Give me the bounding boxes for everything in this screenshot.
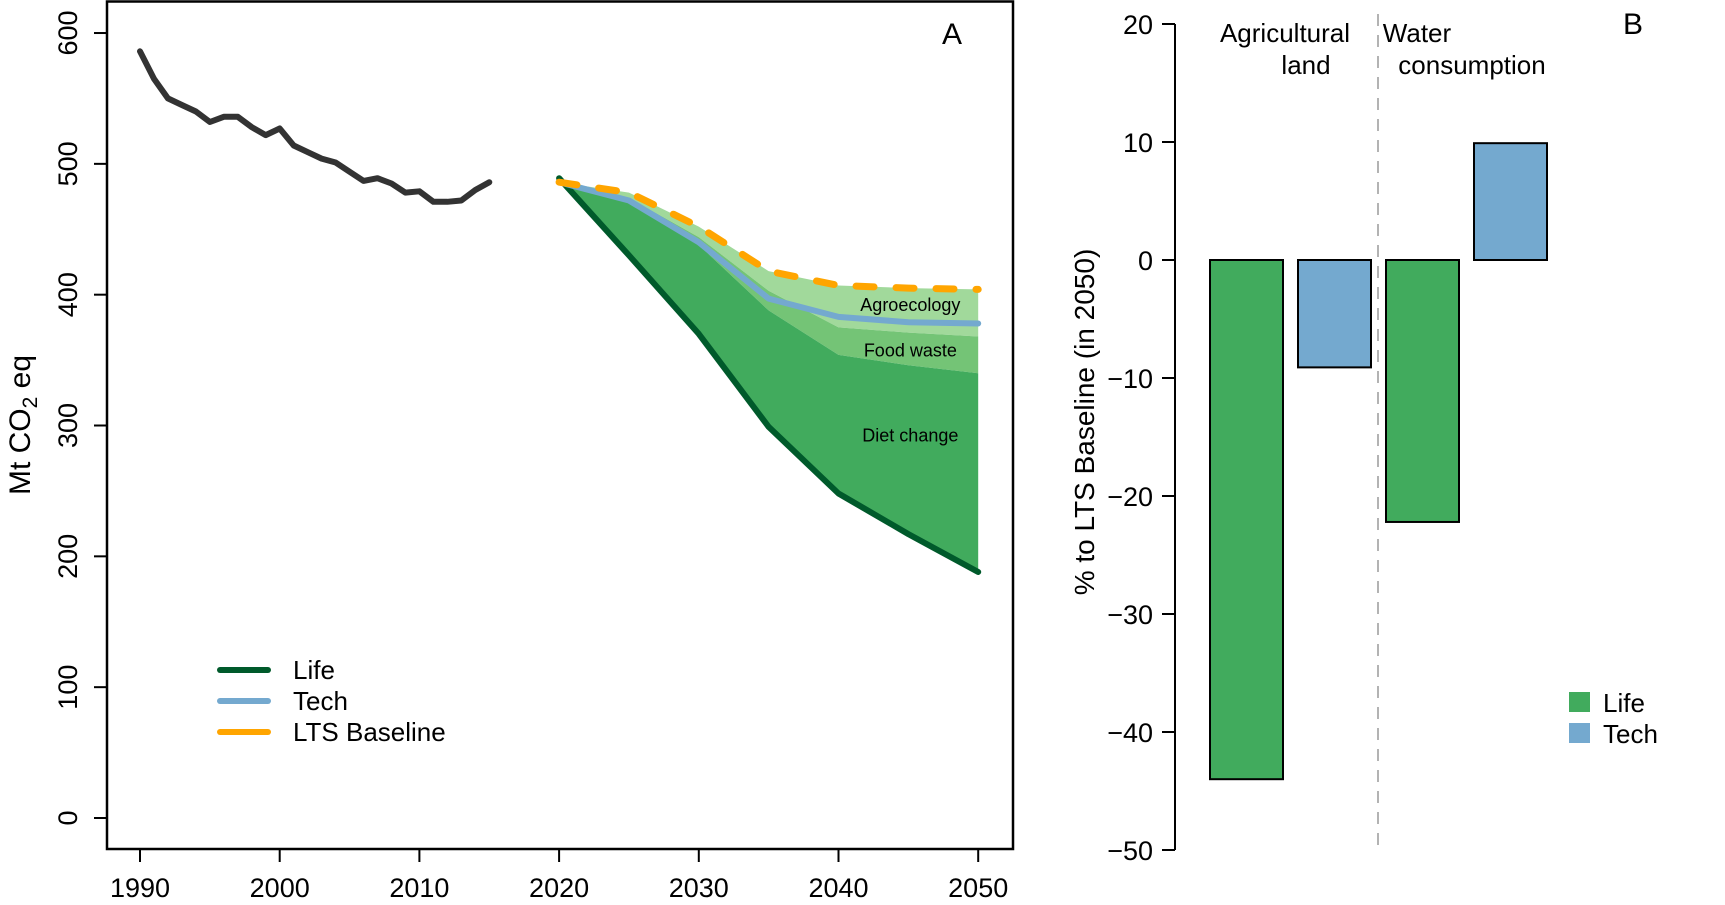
x-tick-label: 2000: [250, 873, 310, 903]
historical-emissions-line: [137, 48, 493, 205]
y-tick-label: −10: [1107, 364, 1153, 394]
legend-label-lts-baseline: LTS Baseline: [293, 717, 446, 747]
y-tick-label: 400: [53, 272, 83, 317]
panel-b-y-axis-title: % to LTS Baseline (in 2050): [1069, 249, 1100, 596]
y-tick-label: −20: [1107, 482, 1153, 512]
legend-swatch-life: [1569, 692, 1590, 712]
panel-b-y-axis: 20 10 0 −10 −20 −30 −40 −50: [1107, 10, 1176, 866]
bar-tech-water-consumption: [1473, 142, 1548, 261]
band-label-diet-change: Diet change: [862, 426, 958, 446]
category-label-water-consumption: Water: [1383, 18, 1452, 48]
band-agroecology: [559, 182, 979, 337]
y-tick-label: 20: [1123, 10, 1153, 40]
legend-label-tech: Tech: [293, 686, 348, 716]
panel-b-bars: [1209, 142, 1548, 781]
panel-a-bands: [559, 178, 979, 572]
y-tick-label: −50: [1107, 836, 1153, 866]
band-label-agroecology: Agroecology: [860, 295, 960, 315]
panel-a: Agroecology Food waste Diet change 0 100 200…: [4, 0, 1015, 903]
y-tick-label: 0: [1138, 246, 1153, 276]
x-tick-label: 1990: [110, 873, 170, 903]
band-food-waste: [559, 182, 979, 374]
y-tick-label: 10: [1123, 128, 1153, 158]
x-tick-label: 2050: [948, 873, 1008, 903]
legend-swatch-tech: [1569, 723, 1590, 743]
category-label-agricultural-land: land: [1281, 50, 1330, 80]
y-tick-label: −30: [1107, 600, 1153, 630]
category-label-agricultural-land: Agricultural: [1220, 18, 1350, 48]
line-tech: [556, 179, 982, 327]
legend-label-tech: Tech: [1603, 719, 1658, 749]
y-tick-label: 100: [53, 665, 83, 710]
y-tick-label: 600: [53, 10, 83, 55]
y-tick-label: 300: [53, 403, 83, 448]
x-tick-label: 2010: [389, 873, 449, 903]
panel-a-lines: [137, 48, 982, 575]
panel-a-y-axis: 0 100 200 300 400 500 600: [53, 10, 108, 826]
x-tick-label: 2040: [808, 873, 868, 903]
x-tick-label: 2020: [529, 873, 589, 903]
panel-a-x-axis: 1990 2000 2010 2020 2030 2040 2050: [110, 849, 1008, 903]
panel-a-label: A: [942, 18, 962, 51]
bar-tech-agricultural-land: [1297, 259, 1372, 369]
panel-a-y-axis-title: Mt CO2 eq: [4, 355, 42, 495]
y-tick-label: 500: [53, 141, 83, 186]
legend-label-life: Life: [293, 655, 335, 685]
x-tick-label: 2030: [669, 873, 729, 903]
band-diet-change: [559, 178, 979, 572]
legend-label-life: Life: [1603, 688, 1645, 718]
y-tick-label: 200: [53, 534, 83, 579]
line-lts-baseline: [555, 178, 982, 293]
y-tick-label: −40: [1107, 718, 1153, 748]
category-label-water-consumption: consumption: [1398, 50, 1545, 80]
bar-life-agricultural-land: [1209, 259, 1284, 781]
y-tick-label: 0: [53, 810, 83, 825]
panel-b-label: B: [1623, 8, 1643, 41]
panel-a-band-labels: Agroecology Food waste Diet change: [860, 295, 960, 446]
line-life: [556, 175, 982, 575]
bar-life-water-consumption: [1385, 259, 1460, 523]
band-label-food-waste: Food waste: [864, 341, 957, 361]
